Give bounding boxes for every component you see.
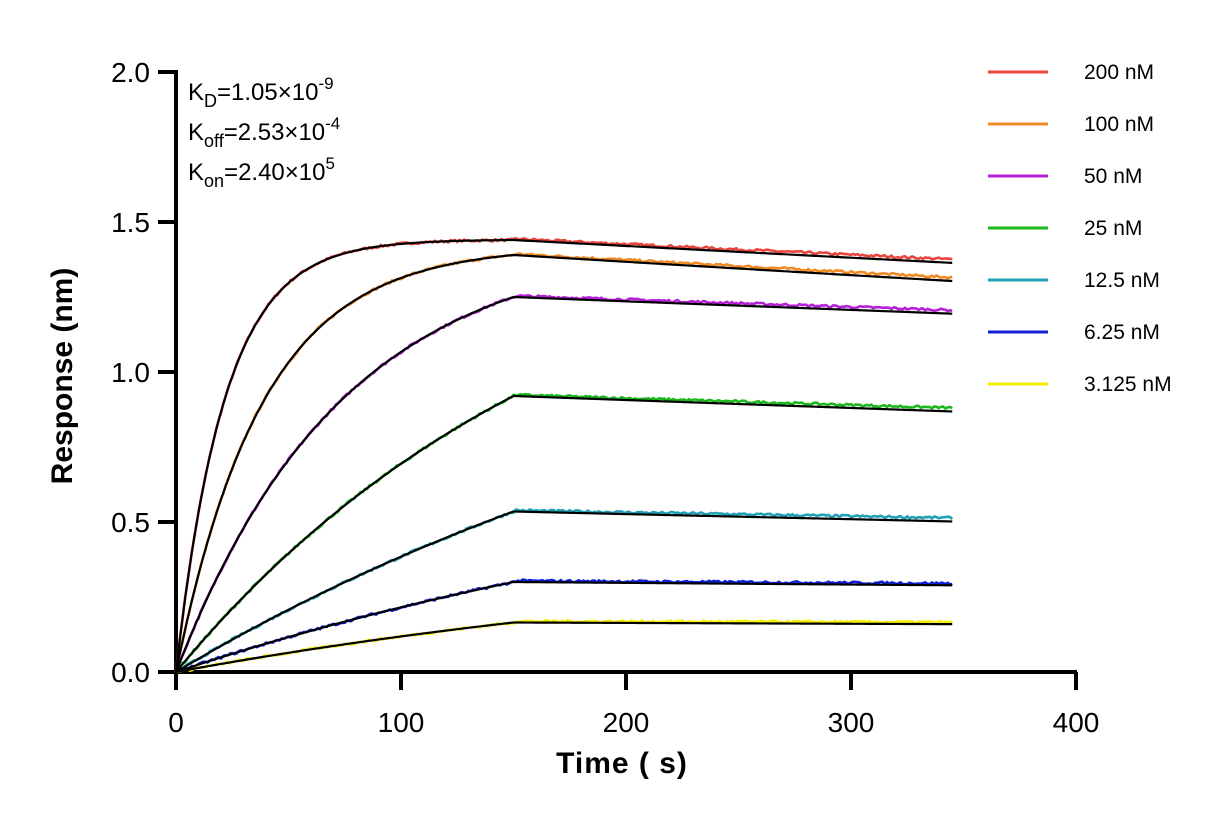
series-line [175,578,953,674]
x-tick-label: 0 [168,707,184,738]
fit-line [174,238,953,673]
fit-line [174,253,953,673]
y-tick-label: 0.5 [111,507,150,538]
y-tick-label: 1.5 [111,207,150,238]
x-tick-label: 200 [603,707,650,738]
x-tick-label: 300 [828,707,875,738]
legend-label: 12.5 nM [1084,269,1160,292]
x-tick-label: 400 [1053,707,1100,738]
legend-label: 100 nM [1084,113,1154,136]
legend-label: 200 nM [1084,61,1154,84]
kinetic-constant-label: KD=1.05×10-9 [188,74,334,111]
legend-label: 3.125 nM [1084,373,1172,396]
y-tick-label: 1.0 [111,357,150,388]
series-line [174,392,953,673]
series-line [174,294,953,673]
series-line [175,618,953,674]
fit-line [175,510,953,673]
fit-line [174,295,953,673]
legend-label: 25 nM [1084,217,1142,240]
fit-line [175,394,953,673]
kinetic-constant-label: Koff=2.53×10-4 [188,114,340,151]
y-axis-title: Response (nm) [46,268,79,485]
legend: 200 nM 100 nM 50 nM 25 nM 12.5 nM 6.25 nM 3.12… [988,61,1172,396]
series-line [175,508,954,674]
kinetic-constant-label: Kon=2.40×105 [188,154,335,191]
x-ticks: 0 100 200 300 400 [168,672,1099,738]
fit-lines [174,238,953,674]
fit-line [175,621,953,674]
legend-label: 6.25 nM [1084,321,1160,344]
x-tick-label: 100 [378,707,425,738]
y-ticks: 0.0 0.5 1.0 1.5 2.0 [111,57,176,688]
y-tick-label: 0.0 [111,657,150,688]
legend-label: 50 nM [1084,165,1142,188]
fit-line [175,580,953,674]
x-axis-title: Time ( s) [556,747,688,780]
y-tick-label: 2.0 [111,57,150,88]
